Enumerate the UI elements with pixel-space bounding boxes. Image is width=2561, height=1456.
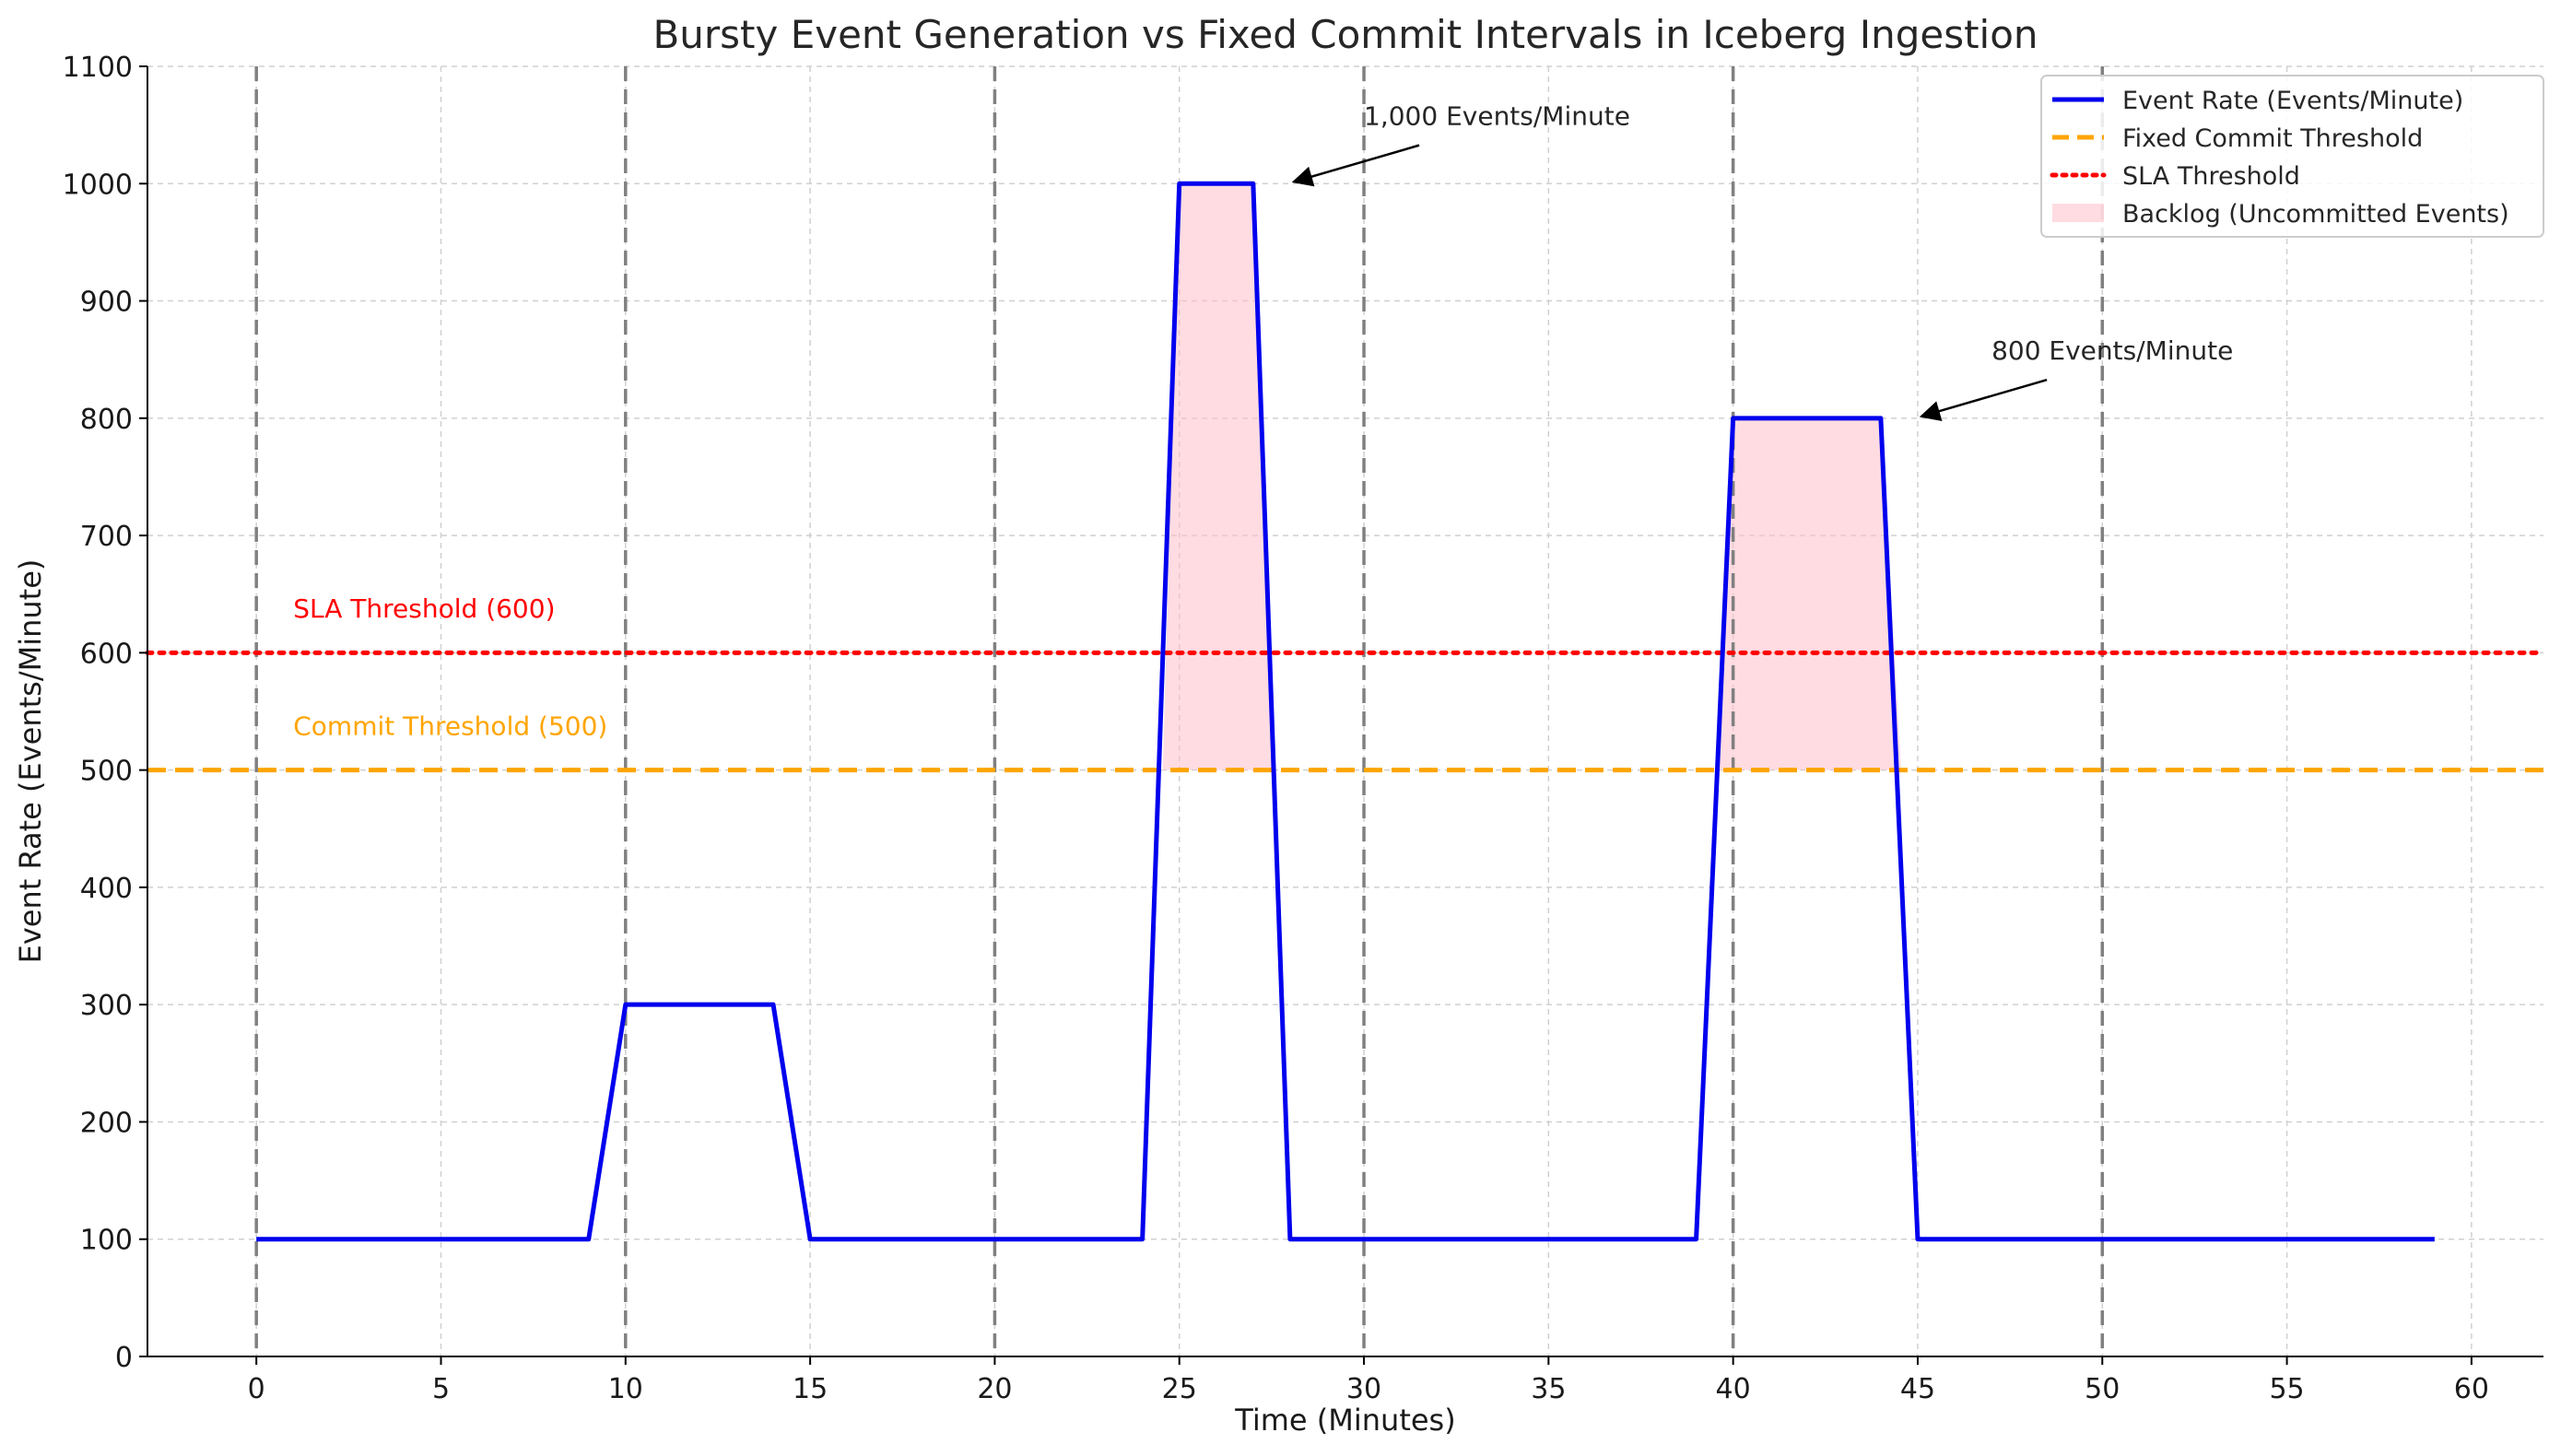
- x-tick-label: 35: [1531, 1373, 1566, 1405]
- legend: Event Rate (Events/Minute) Fixed Commit T…: [2040, 75, 2544, 238]
- backlog-regions: [1162, 183, 1901, 770]
- y-tick-label: 300: [80, 990, 133, 1022]
- y-tick-label: 600: [80, 638, 133, 670]
- event-rate-line: [256, 181, 2435, 1242]
- x-tick-label: 20: [977, 1373, 1012, 1405]
- chart-title: Bursty Event Generation vs Fixed Commit …: [652, 12, 2038, 57]
- annotation-label: SLA Threshold (600): [293, 593, 555, 624]
- y-tick-label: 800: [80, 404, 133, 436]
- x-tick-label: 15: [793, 1373, 828, 1405]
- y-tick-label: 0: [115, 1342, 133, 1374]
- y-tick-label: 400: [80, 873, 133, 905]
- x-tick-label: 30: [1346, 1373, 1381, 1405]
- backlog-region: [1162, 183, 1274, 770]
- legend-label: SLA Threshold: [2122, 162, 2300, 191]
- legend-label: Event Rate (Events/Minute): [2122, 87, 2463, 115]
- legend-label: Backlog (Uncommitted Events): [2122, 200, 2509, 229]
- y-tick-label: 500: [80, 756, 133, 788]
- commit-interval-lines: [254, 66, 2105, 1356]
- x-tick-label: 40: [1716, 1373, 1751, 1405]
- x-tick-label: 50: [2085, 1373, 2120, 1405]
- y-axis-title: Event Rate (Events/Minute): [13, 559, 48, 964]
- x-tick-label: 10: [608, 1373, 643, 1405]
- x-tick-label: 60: [2454, 1373, 2489, 1405]
- annotations: 1,000 Events/Minute 800 Events/Minute SLA …: [293, 101, 2233, 742]
- x-tick-label: 0: [248, 1373, 265, 1405]
- axes: 0 5 10 15 20 25 30 35 40 45 50 55 600100200300400500…: [63, 52, 2543, 1405]
- annotation-label: 1,000 Events/Minute: [1364, 101, 1630, 132]
- legend-box: [2040, 75, 2544, 238]
- annotation-arrow: [1919, 378, 2048, 421]
- y-tick-label: 1100: [63, 52, 133, 84]
- y-tick-label: 700: [80, 521, 133, 553]
- annotation-label: 800 Events/Minute: [1991, 335, 2233, 366]
- x-axis-title: Time (Minutes): [1234, 1403, 1455, 1438]
- y-tick-label: 1000: [63, 169, 133, 201]
- legend-swatch: [2052, 204, 2104, 222]
- annotation-arrow: [1291, 144, 1420, 187]
- backlog-region: [1716, 417, 1901, 770]
- y-tick-label: 900: [80, 287, 133, 319]
- y-tick-label: 200: [80, 1107, 133, 1139]
- x-tick-label: 5: [432, 1373, 450, 1405]
- legend-label: Fixed Commit Threshold: [2122, 124, 2423, 153]
- event-rate-series: [256, 181, 2435, 1242]
- x-tick-label: 25: [1162, 1373, 1197, 1405]
- annotation-label: Commit Threshold (500): [293, 710, 607, 741]
- x-tick-label: 45: [1900, 1373, 1935, 1405]
- threshold-lines: [145, 650, 2546, 773]
- y-tick-label: 100: [80, 1225, 133, 1257]
- x-tick-label: 55: [2269, 1373, 2304, 1405]
